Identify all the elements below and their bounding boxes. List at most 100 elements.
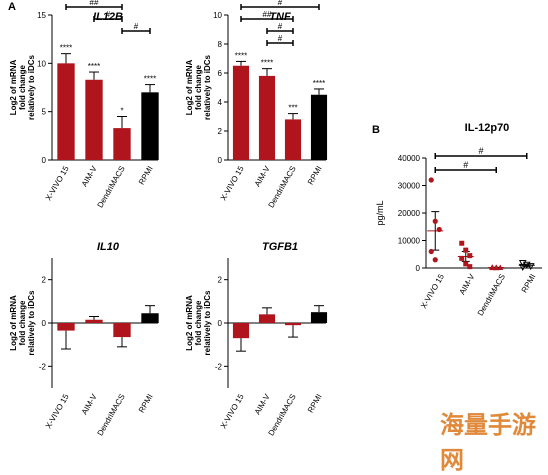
- data-point: [467, 264, 473, 270]
- y-tick-label: 0: [42, 156, 47, 165]
- x-tick-label: RPMI: [137, 165, 155, 187]
- significance-label: ****: [144, 75, 156, 84]
- panel-label-b: B: [372, 124, 380, 136]
- y-tick-label: 20000: [398, 209, 421, 218]
- bracket-label: #: [278, 0, 283, 7]
- x-tick-label: RPMI: [520, 273, 538, 295]
- bar: [113, 323, 131, 338]
- x-tick-label: X-VIVO 15: [44, 392, 71, 430]
- x-tick-label: RPMI: [306, 393, 324, 415]
- y-tick-label: 2: [218, 276, 223, 285]
- data-point: [428, 248, 434, 255]
- data-point: [463, 247, 469, 253]
- x-tick-label: RPMI: [306, 165, 324, 187]
- bracket-label: #: [134, 22, 139, 31]
- data-point: [463, 261, 469, 267]
- x-tick-label: AIM-V: [80, 392, 99, 416]
- x-tick-label: DendriMACS: [96, 393, 127, 438]
- y-tick-label: 0: [218, 156, 223, 165]
- x-tick-label: DendriMACS: [96, 165, 127, 210]
- data-point: [526, 263, 535, 271]
- y-axis-label-line: relatively to iDCs: [203, 54, 212, 119]
- panel-label-a: A: [8, 1, 16, 13]
- significance-label: ****: [60, 44, 72, 53]
- chart-title: IL-12p70: [465, 122, 510, 134]
- bar: [85, 319, 103, 323]
- y-tick-label: 2: [218, 127, 223, 136]
- bar: [141, 313, 159, 323]
- data-point: [497, 264, 504, 270]
- bar: [310, 312, 328, 323]
- y-tick-label: -2: [39, 362, 47, 371]
- bracket-label: #: [278, 22, 283, 31]
- x-tick-label: X-VIVO 15: [44, 164, 71, 202]
- bar: [258, 314, 276, 323]
- bracket-label: #: [278, 34, 283, 43]
- y-tick-label: 30000: [398, 182, 421, 191]
- y-axis-label-line: relatively to iDCs: [203, 290, 212, 355]
- data-point: [432, 257, 438, 263]
- y-tick-label: 15: [37, 11, 46, 20]
- bar: [141, 92, 159, 160]
- x-tick-label: DendriMACS: [476, 273, 507, 318]
- chart-0: IL12B 0 5 10 15 Log2 of mRNA fold change relati…: [9, 0, 159, 209]
- y-tick-label: 2: [42, 276, 47, 285]
- y-axis-label: pg/mL: [375, 200, 385, 225]
- y-axis-label-line: Log2 of mRNA: [185, 60, 194, 116]
- y-axis-label-line: relatively to iDCs: [27, 290, 36, 355]
- x-tick-label: AIM-V: [253, 392, 272, 416]
- y-axis-label-line: relatively to iDCs: [27, 54, 36, 119]
- x-tick-label: X-VIVO 15: [419, 272, 446, 310]
- y-tick-label: -2: [215, 362, 223, 371]
- y-tick-label: 0: [416, 264, 421, 273]
- y-axis-label-line: Log2 of mRNA: [9, 60, 18, 116]
- y-axis-label-line: fold change: [194, 65, 203, 110]
- chart-3: TGFB1 -2 0 2 Log2 of mRNA fold change relative…: [185, 241, 328, 438]
- bracket-label: #: [478, 146, 483, 156]
- x-tick-label: AIM-V: [458, 272, 477, 296]
- data-point: [432, 218, 438, 224]
- y-tick-label: 6: [218, 69, 223, 78]
- y-axis-label-line: Log2 of mRNA: [185, 295, 194, 351]
- bar: [258, 75, 276, 160]
- x-tick-label: DendriMACS: [267, 165, 298, 210]
- bar: [284, 119, 302, 160]
- y-tick-label: 10000: [398, 237, 421, 246]
- data-point: [493, 264, 500, 271]
- bar: [284, 323, 302, 326]
- chart-title: TNF: [269, 11, 291, 23]
- watermark-logo: 海量手游网: [440, 411, 536, 474]
- bar: [232, 323, 250, 339]
- bar: [85, 79, 103, 160]
- chart-title: IL10: [97, 241, 120, 253]
- x-tick-label: X-VIVO 15: [219, 392, 246, 430]
- bar: [113, 128, 131, 160]
- data-point: [459, 255, 465, 261]
- x-tick-label: AIM-V: [253, 164, 272, 188]
- x-tick-label: AIM-V: [80, 164, 99, 188]
- significance-label: ****: [313, 79, 325, 88]
- data-point: [436, 226, 442, 233]
- bracket-label: #: [106, 10, 111, 19]
- bracket-label: #: [463, 160, 468, 170]
- x-tick-label: DendriMACS: [267, 393, 298, 438]
- y-tick-label: 5: [42, 108, 47, 117]
- significance-label: ****: [88, 62, 100, 71]
- y-tick-label: 8: [218, 40, 223, 49]
- y-tick-label: 0: [42, 319, 47, 328]
- x-tick-label: RPMI: [137, 393, 155, 415]
- y-tick-label: 4: [218, 98, 223, 107]
- chart-1: TNF 0 2 4 6 8 10 Log2 of mRNA fold change relativ…: [185, 0, 328, 210]
- significance-label: *: [120, 107, 123, 116]
- chart-title: IL12B: [93, 11, 123, 23]
- y-axis-label-line: fold change: [18, 65, 27, 110]
- bar: [232, 65, 250, 160]
- chart-2: IL10 -2 0 2 Log2 of mRNA fold change relativel…: [9, 241, 159, 437]
- data-point: [518, 263, 527, 271]
- x-tick-label: X-VIVO 15: [219, 164, 246, 202]
- bracket-label: ##: [263, 10, 272, 19]
- y-axis-label-line: fold change: [18, 300, 27, 345]
- bar: [57, 63, 75, 161]
- bar: [310, 94, 328, 160]
